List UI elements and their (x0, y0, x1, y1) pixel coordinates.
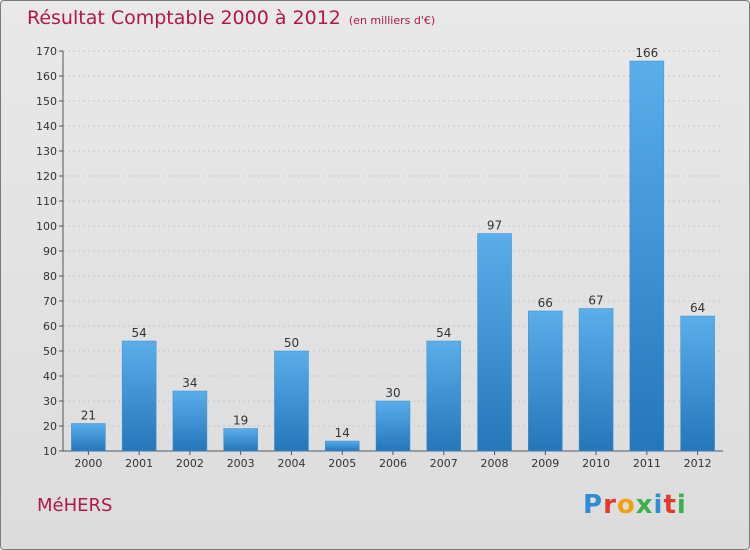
chart-title-text: Résultat Comptable 2000 à 2012 (27, 7, 341, 29)
bar-value-label: 54 (436, 326, 451, 340)
x-tick-label: 2012 (684, 457, 712, 470)
x-tick-label: 2001 (125, 457, 153, 470)
logo-letter: o (616, 490, 636, 520)
x-tick-label: 2008 (481, 457, 509, 470)
y-tick-label: 160 (36, 70, 57, 83)
x-tick-label: 2002 (176, 457, 204, 470)
bar-value-label: 66 (538, 296, 553, 310)
bar-value-label: 34 (182, 376, 197, 390)
bar (629, 60, 665, 452)
bar (528, 310, 563, 452)
bar (375, 400, 411, 452)
bar-value-label: 21 (81, 409, 96, 423)
y-tick-label: 110 (36, 195, 57, 208)
y-tick-label: 70 (43, 295, 57, 308)
logo-letter: P (583, 490, 604, 520)
bar (578, 308, 614, 452)
x-tick-label: 2003 (227, 457, 255, 470)
y-tick-label: 130 (36, 145, 57, 158)
y-tick-label: 120 (36, 170, 57, 183)
commune-name: MéHERS (37, 495, 113, 516)
bar-value-label: 54 (132, 326, 147, 340)
bar (426, 340, 462, 452)
bar (477, 233, 512, 452)
bar-value-label: 64 (690, 301, 705, 315)
x-tick-label: 2007 (430, 457, 458, 470)
bar-value-label: 166 (635, 46, 658, 60)
x-tick-label: 2000 (74, 457, 102, 470)
x-tick-label: 2004 (277, 457, 305, 470)
y-tick-label: 10 (43, 445, 57, 458)
bar (121, 340, 157, 452)
bar-value-label: 19 (233, 414, 248, 428)
logo-letter: i (676, 490, 687, 520)
bar (71, 423, 106, 452)
y-tick-label: 80 (43, 270, 57, 283)
bar-value-label: 50 (284, 336, 299, 350)
bar (172, 390, 208, 452)
chart-subtitle: (en milliers d'€) (348, 14, 436, 27)
logo-letter: x (635, 490, 654, 520)
y-tick-label: 150 (36, 95, 57, 108)
x-tick-label: 2005 (328, 457, 356, 470)
chart-title: Résultat Comptable 2000 à 2012 (en millie… (27, 7, 435, 29)
bar (680, 315, 715, 452)
logo-letter: r (603, 490, 617, 520)
bar (324, 440, 360, 452)
x-tick-label: 2011 (633, 457, 661, 470)
bar-value-label: 67 (588, 294, 603, 308)
y-tick-label: 100 (36, 220, 57, 233)
y-tick-label: 50 (43, 345, 57, 358)
bar-value-label: 30 (385, 386, 400, 400)
logo-letter: t (663, 490, 677, 520)
y-tick-label: 140 (36, 120, 57, 133)
y-tick-label: 170 (36, 45, 57, 58)
y-tick-label: 30 (43, 395, 57, 408)
x-tick-label: 2006 (379, 457, 407, 470)
bar-value-label: 14 (335, 426, 350, 440)
x-tick-label: 2010 (582, 457, 610, 470)
x-tick-label: 2009 (531, 457, 559, 470)
proxiti-logo: Proxiti (583, 490, 687, 520)
bar-value-label: 97 (487, 219, 502, 233)
y-tick-label: 60 (43, 320, 57, 333)
bar (274, 350, 309, 452)
y-tick-label: 40 (43, 370, 57, 383)
logo-letter: i (653, 490, 664, 520)
bar (223, 428, 258, 452)
y-tick-label: 90 (43, 245, 57, 258)
y-tick-label: 20 (43, 420, 57, 433)
